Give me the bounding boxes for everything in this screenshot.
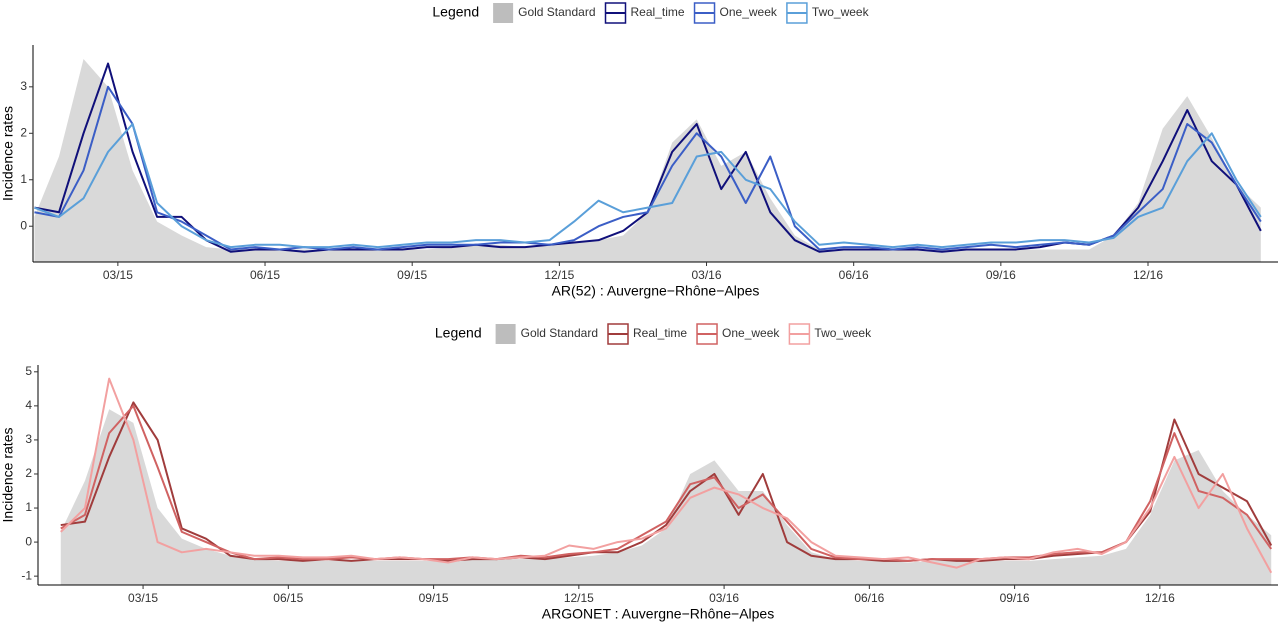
x-tick-label: 06/16 <box>854 591 884 605</box>
legend-label: Real_time <box>631 5 685 19</box>
y-tick-label: 1 <box>20 172 27 186</box>
x-tick-label: 09/15 <box>419 591 449 605</box>
x-tick-label: 12/15 <box>544 268 574 282</box>
x-tick-label: 06/15 <box>273 591 303 605</box>
x-axis-title: ARGONET : Auvergne−Rhône−Alpes <box>542 606 774 622</box>
x-tick-label: 12/16 <box>1145 591 1175 605</box>
y-tick-label: 0 <box>20 218 27 232</box>
legend-label: Gold Standard <box>521 326 598 340</box>
x-tick-label: 06/16 <box>839 268 869 282</box>
legend-label: Two_week <box>812 5 870 19</box>
y-tick-label: 3 <box>25 432 32 446</box>
legend-swatch <box>495 324 516 344</box>
y-tick-label: 4 <box>25 398 32 412</box>
x-tick-label: 03/15 <box>103 268 133 282</box>
x-axis-title: AR(52) : Auvergne−Rhône−Alpes <box>552 283 760 299</box>
x-tick-label: 03/16 <box>709 591 739 605</box>
x-tick-label: 12/16 <box>1133 268 1163 282</box>
x-tick-label: 12/15 <box>564 591 594 605</box>
legend-title: Legend <box>435 325 482 341</box>
legend-title: Legend <box>432 4 479 20</box>
y-tick-label: -1 <box>21 568 32 582</box>
x-tick-label: 09/16 <box>986 268 1016 282</box>
series-line <box>34 122 1262 249</box>
legend-label: One_week <box>720 5 778 19</box>
series-line <box>60 377 1273 574</box>
gold-standard-area <box>60 409 1272 585</box>
series-line <box>60 404 1273 562</box>
y-axis-title: Incidence rates <box>0 428 16 523</box>
y-tick-label: 0 <box>25 534 32 548</box>
y-tick-label: 2 <box>25 466 32 480</box>
legend-label: Two_week <box>814 326 872 340</box>
x-tick-label: 06/15 <box>250 268 280 282</box>
x-tick-label: 09/16 <box>1000 591 1030 605</box>
y-tick-label: 3 <box>20 79 27 93</box>
legend-label: One_week <box>722 326 780 340</box>
x-tick-label: 09/15 <box>397 268 427 282</box>
x-tick-label: 03/15 <box>128 591 158 605</box>
y-tick-label: 2 <box>20 125 27 139</box>
y-axis-title: Incidence rates <box>0 106 16 201</box>
legend-label: Gold Standard <box>518 5 595 19</box>
y-tick-label: 1 <box>25 500 32 514</box>
x-tick-label: 03/16 <box>692 268 722 282</box>
y-tick-label: 5 <box>25 364 32 378</box>
legend-label: Real_time <box>633 326 687 340</box>
gold-standard-area <box>34 58 1261 262</box>
legend-swatch <box>493 3 514 23</box>
series-line <box>34 85 1262 251</box>
